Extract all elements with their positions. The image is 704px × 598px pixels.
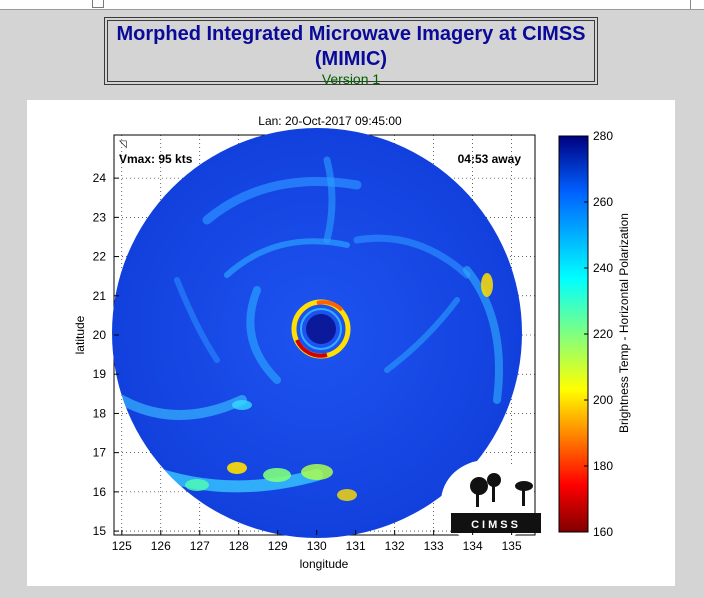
x-tick-label: 134 <box>463 539 483 553</box>
colorbar-label: Brightness Temp - Horizontal Polarizatio… <box>617 213 631 433</box>
page-title-inner: Morphed Integrated Microwave Imagery at … <box>107 20 595 87</box>
y-tick-label: 17 <box>93 446 107 460</box>
y-tick-label: 23 <box>93 210 107 224</box>
cursor-icon: ◹ <box>119 139 127 150</box>
y-axis-ticks: 15 16 17 18 19 20 21 22 23 24 <box>93 171 119 538</box>
colorbar-tick-label: 160 <box>593 525 613 539</box>
colorbar <box>558 135 589 533</box>
y-tick-label: 16 <box>93 485 107 499</box>
divider <box>690 0 691 9</box>
x-tick-label: 132 <box>385 539 405 553</box>
colorbar-tick-label: 180 <box>593 459 613 473</box>
x-tick-label: 129 <box>268 539 288 553</box>
y-tick-label: 22 <box>93 250 107 264</box>
y-tick-label: 15 <box>93 524 107 538</box>
colorbar-tick-label: 260 <box>593 195 613 209</box>
y-axis-label: latitude <box>73 315 87 354</box>
y-tick-label: 24 <box>93 171 107 185</box>
x-axis-ticks: 125 126 127 128 129 130 131 132 133 134 135 <box>112 530 522 553</box>
storm-eyewall <box>291 299 351 359</box>
x-tick-label: 130 <box>307 539 327 553</box>
colorbar-tick-label: 220 <box>593 327 613 341</box>
checkbox[interactable] <box>92 0 104 8</box>
colorbar-tick-label: 200 <box>593 393 613 407</box>
x-tick-label: 135 <box>502 539 522 553</box>
x-tick-label: 126 <box>151 539 171 553</box>
page-title-line1: Morphed Integrated Microwave Imagery at … <box>116 23 586 45</box>
page-title-line2: (MIMIC) <box>314 48 388 70</box>
vmax-label: Vmax: 95 kts <box>119 152 193 166</box>
y-tick-label: 20 <box>93 328 107 342</box>
y-tick-label: 19 <box>93 367 107 381</box>
version-label: Version 1 <box>321 71 381 87</box>
x-tick-label: 128 <box>229 539 249 553</box>
mimic-chart: Lan: 20-Oct-2017 09:45:00 <box>73 114 631 571</box>
colorbar-tick-label: 280 <box>593 129 613 143</box>
cimss-logo: CIMSS <box>441 460 541 544</box>
cimss-logo-text: CIMSS <box>471 519 521 531</box>
x-tick-label: 127 <box>190 539 210 553</box>
y-tick-label: 18 <box>93 406 107 420</box>
x-tick-label: 133 <box>424 539 444 553</box>
x-tick-label: 125 <box>112 539 132 553</box>
away-label: 04:53 away <box>458 152 522 166</box>
x-tick-label: 131 <box>346 539 366 553</box>
convective-cells <box>185 273 522 501</box>
colorbar-tick-label: 240 <box>593 261 613 275</box>
page-title-box: Morphed Integrated Microwave Imagery at … <box>104 17 598 87</box>
colorbar-ticks: 160 180 200 220 240 260 280 <box>584 129 613 539</box>
y-tick-label: 21 <box>93 289 107 303</box>
browser-top-strip <box>0 0 704 10</box>
chart-title: Lan: 20-Oct-2017 09:45:00 <box>258 114 402 128</box>
x-axis-label: longitude <box>300 557 349 571</box>
mimic-image-panel: Lan: 20-Oct-2017 09:45:00 <box>27 100 675 586</box>
